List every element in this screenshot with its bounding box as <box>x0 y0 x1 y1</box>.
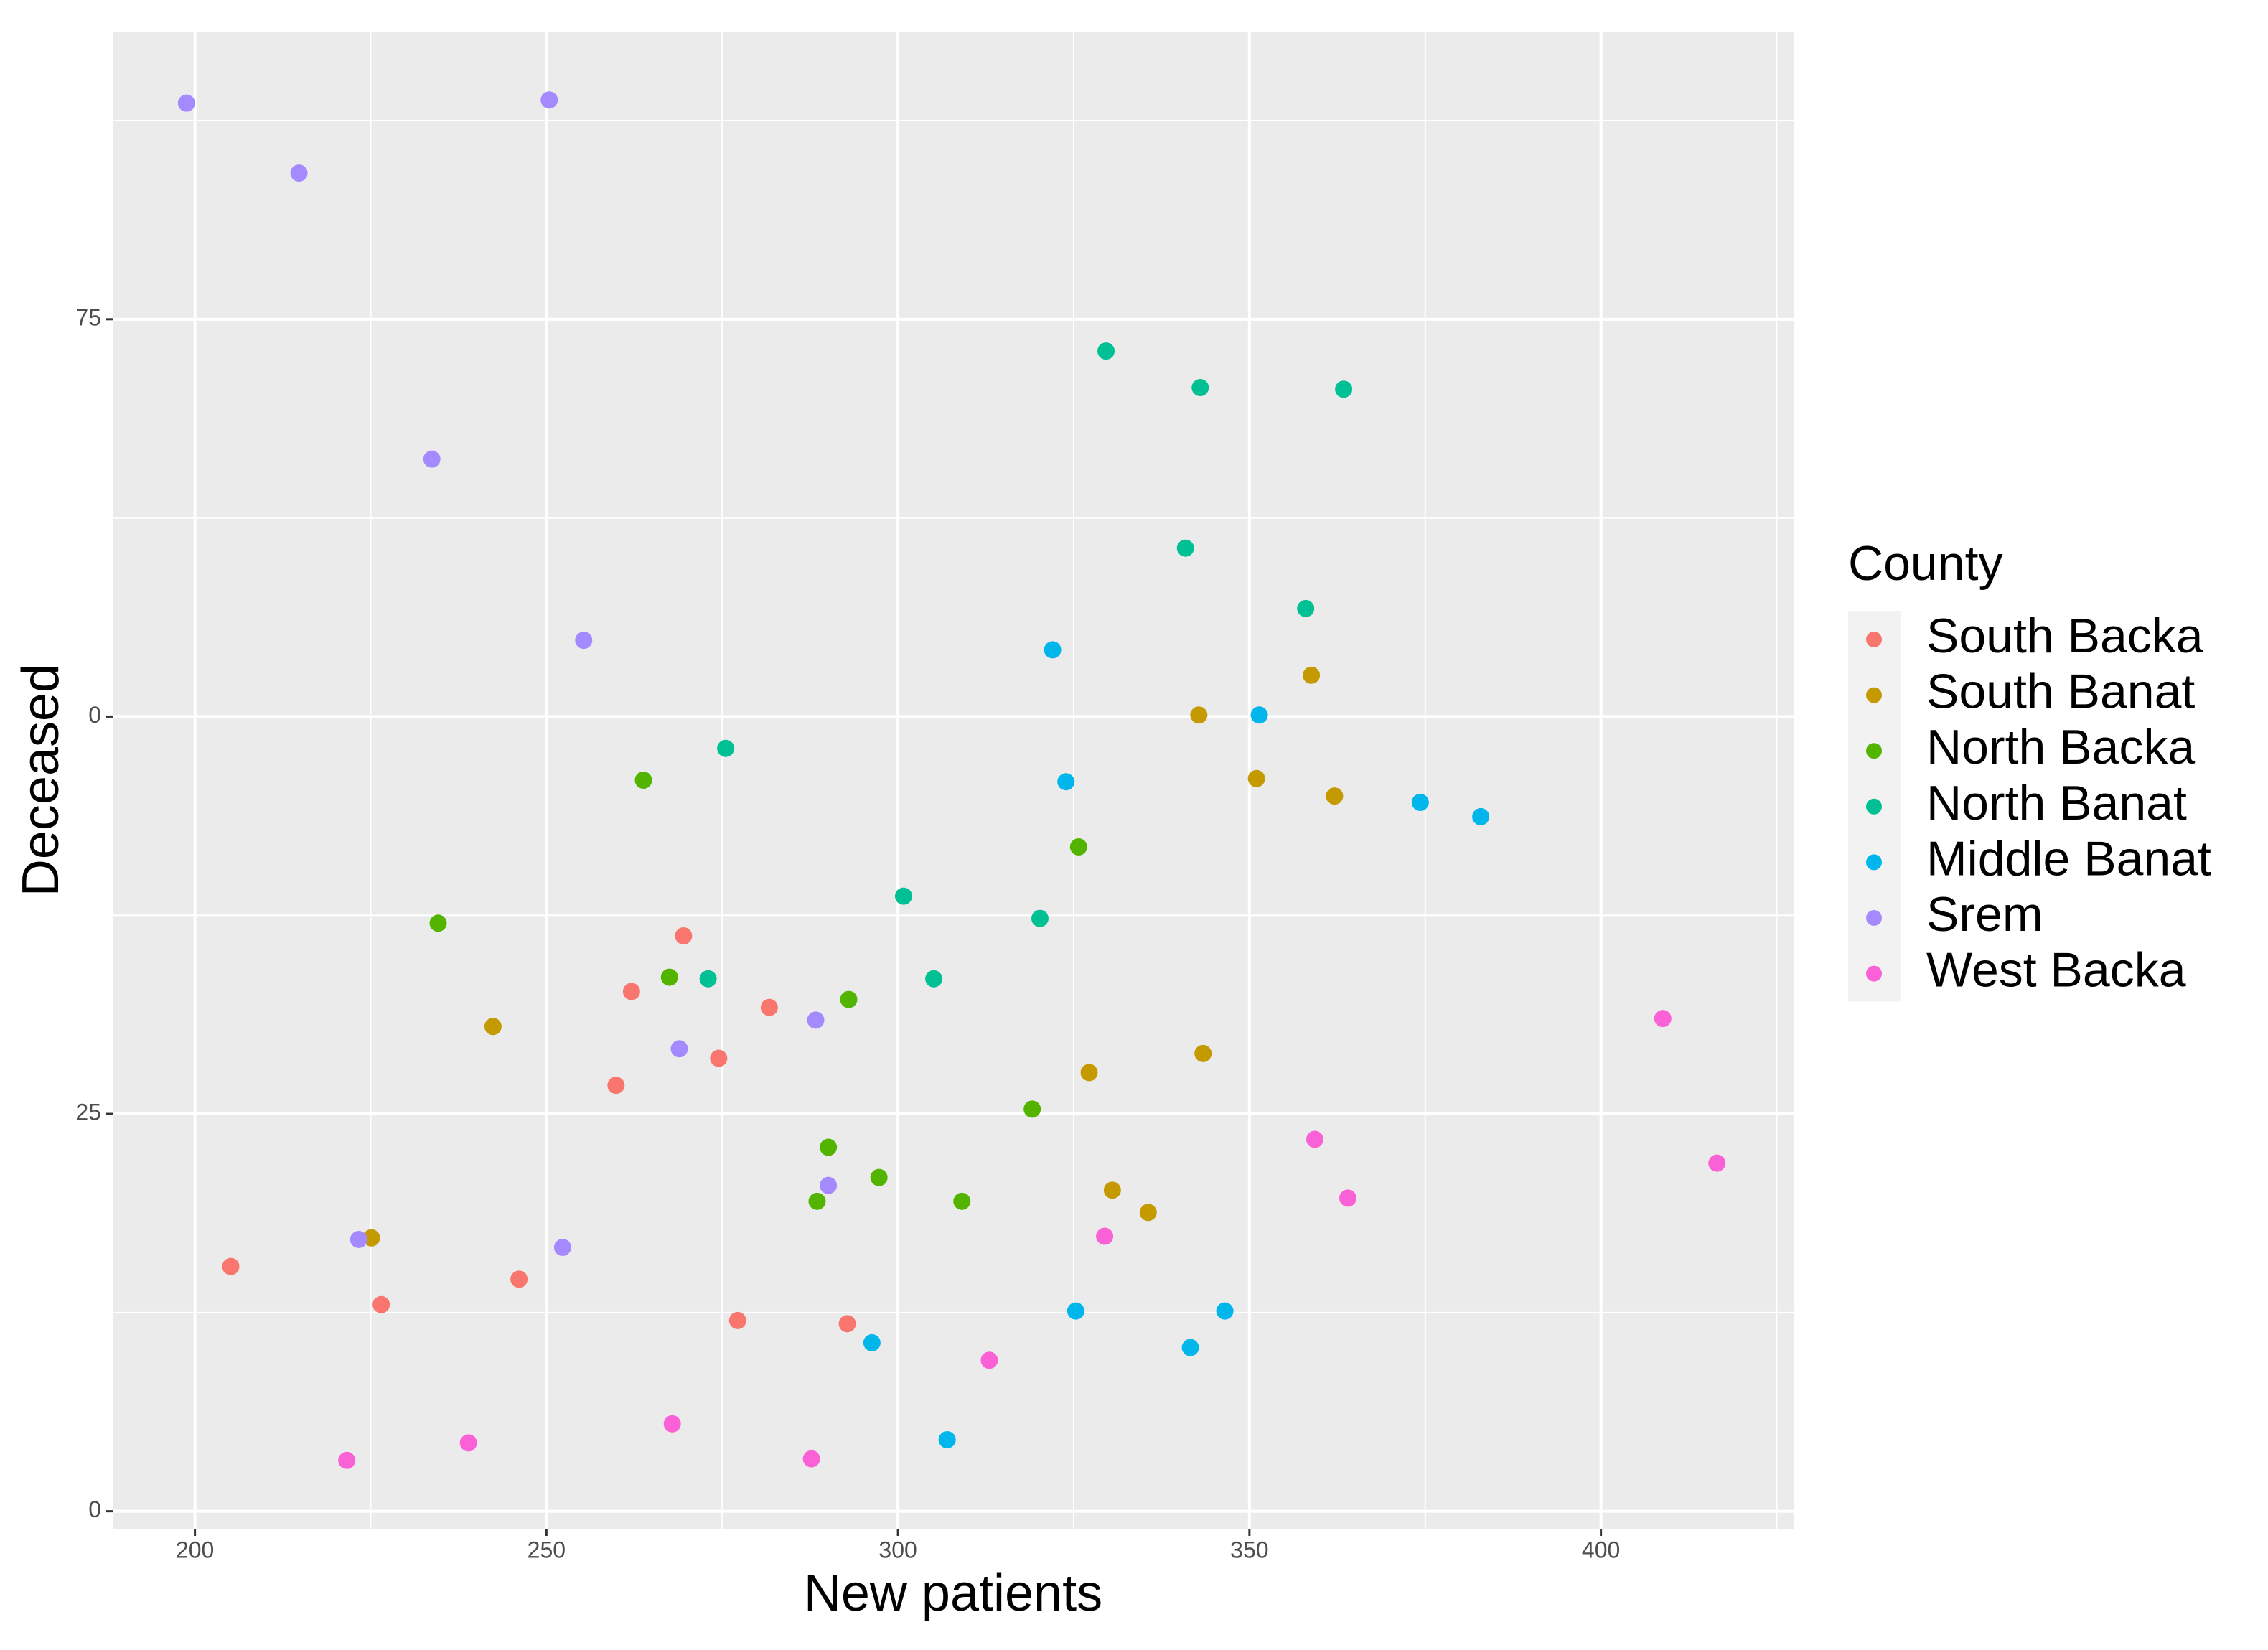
x-tick-label: 200 <box>176 1537 214 1562</box>
point <box>510 1270 528 1288</box>
point <box>362 1229 380 1247</box>
point <box>1080 1064 1098 1082</box>
point <box>820 1176 838 1194</box>
point <box>1216 1302 1234 1320</box>
y-tick-label: 75 <box>75 304 101 330</box>
legend-key <box>1866 854 1882 871</box>
point <box>1472 807 1490 825</box>
point <box>1044 641 1062 659</box>
point <box>459 1434 477 1452</box>
point <box>290 164 308 182</box>
y-tick-label: 0 <box>88 702 101 728</box>
point <box>1023 1100 1041 1118</box>
point <box>699 970 717 988</box>
legend-label: Srem <box>1926 887 2043 942</box>
point <box>807 1011 825 1029</box>
point <box>1190 706 1208 724</box>
point <box>1181 1339 1199 1356</box>
point <box>1139 1204 1157 1222</box>
legend-label: North Banat <box>1926 776 2187 830</box>
point <box>1303 666 1321 684</box>
point <box>1339 1189 1356 1207</box>
point <box>177 94 195 112</box>
legend-label: Middle Banat <box>1926 831 2211 886</box>
point <box>663 1415 681 1433</box>
legend-label: West Backa <box>1926 943 2186 998</box>
point <box>1335 380 1353 398</box>
point <box>802 1450 820 1468</box>
point <box>1191 379 1209 397</box>
point <box>1057 773 1075 791</box>
point <box>1194 1044 1212 1062</box>
point <box>1031 909 1049 927</box>
point <box>1411 794 1429 812</box>
point <box>484 1018 502 1036</box>
point <box>660 968 678 986</box>
point <box>675 927 693 945</box>
point <box>760 998 778 1016</box>
legend-label: South Backa <box>1926 609 2203 663</box>
point <box>1654 1010 1672 1028</box>
point <box>717 739 735 757</box>
point <box>863 1333 881 1351</box>
point <box>840 990 858 1008</box>
point <box>1297 599 1315 617</box>
point <box>429 914 447 932</box>
legend-label: South Banat <box>1926 665 2195 719</box>
point <box>607 1077 625 1094</box>
x-axis-title: New patients <box>804 1565 1102 1622</box>
point <box>338 1451 356 1469</box>
legend-key <box>1866 798 1882 815</box>
legend-key <box>1866 743 1882 759</box>
legend-key <box>1866 965 1882 982</box>
point <box>622 983 640 1000</box>
x-tick-label: 350 <box>1230 1537 1268 1562</box>
legend-title: County <box>1848 536 2002 591</box>
legend-key <box>1866 910 1882 926</box>
point <box>540 91 558 109</box>
y-axis-title: Deceased <box>12 664 70 896</box>
y-tick-label: 25 <box>75 1099 101 1125</box>
point <box>1250 706 1268 724</box>
point <box>1069 838 1087 856</box>
legend-key <box>1866 687 1882 703</box>
legend-key <box>1866 632 1882 647</box>
point <box>820 1138 838 1156</box>
point <box>423 450 441 468</box>
point <box>894 887 912 905</box>
legend-label: North Backa <box>1926 720 2195 774</box>
point <box>575 632 593 650</box>
x-tick-label: 400 <box>1582 1537 1620 1562</box>
point <box>1103 1181 1121 1199</box>
point <box>808 1192 826 1210</box>
point <box>670 1040 688 1058</box>
point <box>1306 1130 1323 1148</box>
point <box>870 1168 888 1186</box>
point <box>222 1257 240 1275</box>
point <box>372 1295 390 1313</box>
y-tick-label: 0 <box>88 1496 101 1522</box>
plot-panel <box>113 32 1794 1529</box>
x-tick-label: 300 <box>878 1537 917 1562</box>
point <box>1067 1302 1084 1320</box>
point <box>634 772 652 789</box>
point <box>728 1311 746 1329</box>
point <box>1326 787 1344 805</box>
point <box>710 1049 728 1067</box>
point <box>1708 1154 1726 1172</box>
point <box>1176 539 1194 557</box>
point <box>838 1315 856 1333</box>
point <box>938 1430 956 1448</box>
point <box>553 1239 571 1257</box>
point <box>1247 769 1265 787</box>
point <box>980 1351 998 1369</box>
point <box>925 970 943 988</box>
point <box>1096 1227 1114 1245</box>
x-tick-label: 250 <box>528 1537 566 1562</box>
point <box>350 1230 367 1248</box>
point <box>1097 342 1115 360</box>
point <box>953 1192 971 1210</box>
